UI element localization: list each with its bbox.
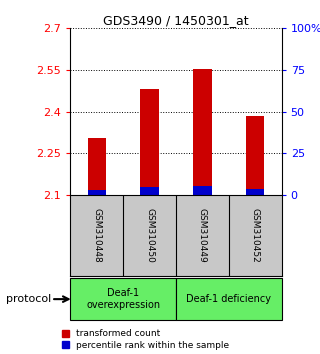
Text: GSM310448: GSM310448	[92, 208, 101, 263]
Bar	[246, 116, 264, 195]
Text: Deaf-1
overexpression: Deaf-1 overexpression	[86, 288, 160, 310]
Bar	[88, 138, 106, 195]
Legend: transformed count, percentile rank within the sample: transformed count, percentile rank withi…	[59, 327, 232, 353]
Text: GSM310449: GSM310449	[198, 208, 207, 263]
Text: GSM310452: GSM310452	[251, 208, 260, 263]
Bar	[140, 187, 159, 195]
Title: GDS3490 / 1450301_at: GDS3490 / 1450301_at	[103, 14, 249, 27]
Bar	[88, 190, 106, 195]
Bar	[140, 89, 159, 195]
Text: Deaf-1 deficiency: Deaf-1 deficiency	[186, 294, 271, 304]
FancyBboxPatch shape	[70, 278, 176, 320]
Text: GSM310450: GSM310450	[145, 208, 154, 263]
FancyBboxPatch shape	[176, 278, 282, 320]
Bar	[193, 186, 212, 195]
Text: protocol: protocol	[6, 294, 52, 304]
Bar	[246, 189, 264, 195]
Bar	[193, 69, 212, 195]
